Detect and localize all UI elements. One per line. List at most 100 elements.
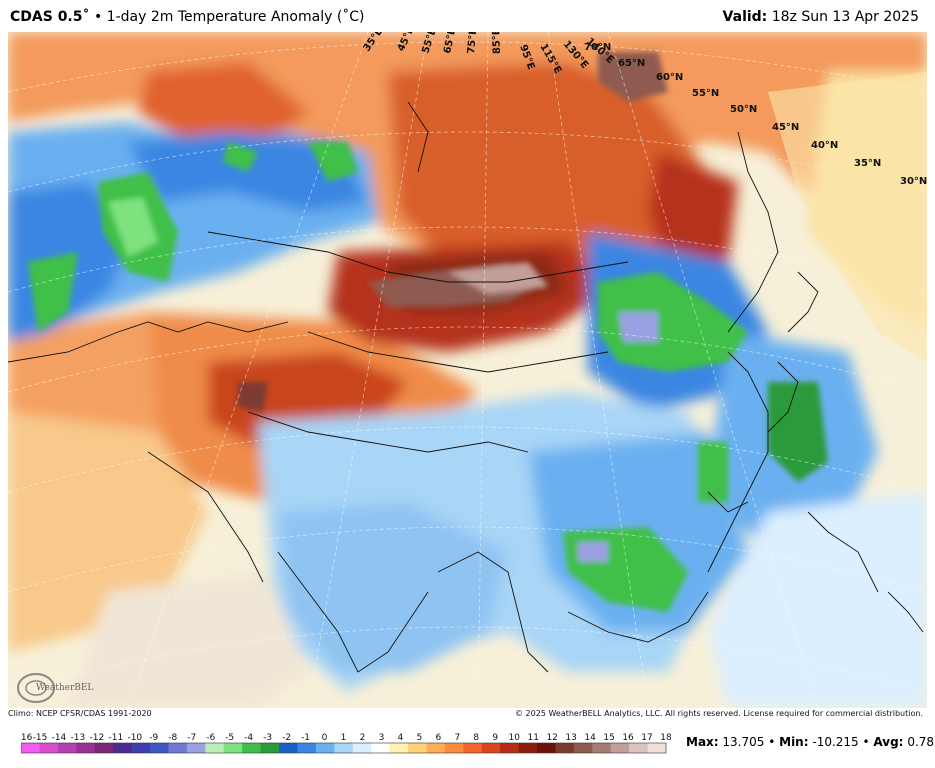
legend-tick-label: -7 xyxy=(187,733,196,743)
legend-swatch xyxy=(205,743,225,753)
stats-sep: • xyxy=(858,735,874,749)
legend-swatch xyxy=(168,743,188,753)
logo-text: WeatherBELL xyxy=(36,683,94,693)
legend-swatch xyxy=(315,743,335,753)
min-label: Min: xyxy=(779,735,809,749)
valid-label: Valid: xyxy=(722,9,768,25)
legend-tick-label: -13 xyxy=(71,733,86,743)
legend-tick-label: -16 xyxy=(21,733,33,743)
anomaly-map[interactable]: 65°N 60°N 55°N 50°N 45°N 40°N 35°N 30°N … xyxy=(8,32,927,708)
legend-tick-label: -2 xyxy=(282,733,291,743)
legend-swatch xyxy=(408,743,427,753)
legend-tick-label: 2 xyxy=(360,733,366,743)
legend-swatch xyxy=(57,743,77,753)
legend-swatch xyxy=(150,743,169,753)
legend-swatch xyxy=(500,743,520,753)
title-separator: • xyxy=(89,9,107,25)
lon-label-75e: 75°E xyxy=(466,32,479,54)
header: CDAS 0.5˚ • 1-day 2m Temperature Anomaly… xyxy=(0,0,935,32)
legend-tick-label: 18 xyxy=(660,733,671,743)
legend-tick-label: -11 xyxy=(108,733,123,743)
legend-tick-label: 16 xyxy=(622,733,634,743)
legend-swatch xyxy=(21,743,40,753)
lat-label-65: 65°N xyxy=(618,58,645,69)
min-value: -10.215 xyxy=(812,735,859,749)
legend-swatch xyxy=(555,743,575,753)
legend-swatch xyxy=(260,743,280,753)
legend-swatch xyxy=(647,743,667,753)
legend-swatch xyxy=(481,743,501,753)
stats-sep: • xyxy=(764,735,780,749)
legend-swatch xyxy=(334,743,354,753)
legend-tick-label: 15 xyxy=(603,733,614,743)
legend-swatch xyxy=(592,743,612,753)
legend-swatch xyxy=(186,743,206,753)
avg-value: 0.782 xyxy=(907,735,935,749)
legend-tick-label: 13 xyxy=(565,733,576,743)
legend-swatch xyxy=(426,743,446,753)
legend-swatch xyxy=(518,743,538,753)
avg-label: Avg: xyxy=(873,735,904,749)
legend-tick-label: 12 xyxy=(546,733,557,743)
legend-tick-label: 10 xyxy=(509,733,521,743)
legend-swatch xyxy=(463,743,483,753)
legend-tick-label: -3 xyxy=(263,733,272,743)
stats: Max: 13.705 • Min: -10.215 • Avg: 0.782 xyxy=(686,735,935,749)
product-name: CDAS 0.5˚ xyxy=(10,9,90,25)
legend-tick-label: -12 xyxy=(90,733,105,743)
legend-swatch xyxy=(39,743,59,753)
color-legend: -16-15-14-13-12-11-10-9-8-7-6-5-4-3-2-10… xyxy=(21,733,671,754)
legend-swatch xyxy=(94,743,114,753)
lat-label-35: 35°N xyxy=(854,158,881,169)
legend-swatch xyxy=(242,743,262,753)
legend-tick-label: 9 xyxy=(492,733,498,743)
legend-swatch xyxy=(444,743,464,753)
valid-value: 18z Sun 13 Apr 2025 xyxy=(771,9,919,25)
legend-swatch xyxy=(629,743,649,753)
lat-label-45: 45°N xyxy=(772,122,799,133)
lat-label-60: 60°N xyxy=(656,72,683,83)
legend-swatch xyxy=(279,743,298,753)
lon-label-95e: 95°E xyxy=(517,43,536,71)
max-value: 13.705 xyxy=(722,735,765,749)
legend-swatch xyxy=(223,743,243,753)
legend-swatch xyxy=(389,743,409,753)
legend-swatch xyxy=(131,743,151,753)
valid-time: Valid: 18z Sun 13 Apr 2025 xyxy=(723,9,919,25)
legend-swatch xyxy=(76,743,96,753)
legend-swatch xyxy=(610,743,630,753)
legend-tick-label: 14 xyxy=(584,733,596,743)
climo-note: Climo: NCEP CFSR/CDAS 1991-2020 xyxy=(8,709,152,718)
legend-tick-label: 0 xyxy=(322,733,328,743)
map-title: CDAS 0.5˚ • 1-day 2m Temperature Anomaly… xyxy=(10,9,365,25)
legend-tick-label: 4 xyxy=(398,733,404,743)
lon-label-85e: 85°E xyxy=(491,32,503,54)
legend-tick-label: 7 xyxy=(454,733,460,743)
lat-label-40: 40°N xyxy=(811,140,838,151)
legend-tick-label: 5 xyxy=(417,733,423,743)
lat-label-30: 30°N xyxy=(900,176,927,187)
legend-swatch xyxy=(573,743,593,753)
lat-label-50: 50°N xyxy=(730,104,757,115)
lat-label-70: 70°N xyxy=(584,42,611,53)
lon-label-55e: 55°E xyxy=(420,32,438,55)
legend-tick-label: -9 xyxy=(149,733,158,743)
legend-tick-label: 8 xyxy=(473,733,479,743)
lon-label-65e: 65°E xyxy=(442,32,458,55)
map-canvas xyxy=(8,32,927,708)
lon-label-45e: 45°E xyxy=(396,32,417,53)
legend-tick-label: 6 xyxy=(435,733,441,743)
legend-tick-label: -8 xyxy=(168,733,177,743)
copyright-note: © 2025 WeatherBELL Analytics, LLC. All r… xyxy=(515,709,923,718)
lat-label-55: 55°N xyxy=(692,88,719,99)
legend-tick-label: 17 xyxy=(641,733,652,743)
legend-swatch xyxy=(537,743,556,753)
max-label: Max: xyxy=(686,735,719,749)
legend-tick-label: 3 xyxy=(379,733,385,743)
legend-tick-label: -4 xyxy=(244,733,253,743)
legend-tick-label: -14 xyxy=(52,733,67,743)
legend-frame xyxy=(21,742,667,754)
legend-tick-label: -6 xyxy=(206,733,215,743)
legend-swatch xyxy=(371,743,391,753)
legend-swatch xyxy=(113,743,133,753)
